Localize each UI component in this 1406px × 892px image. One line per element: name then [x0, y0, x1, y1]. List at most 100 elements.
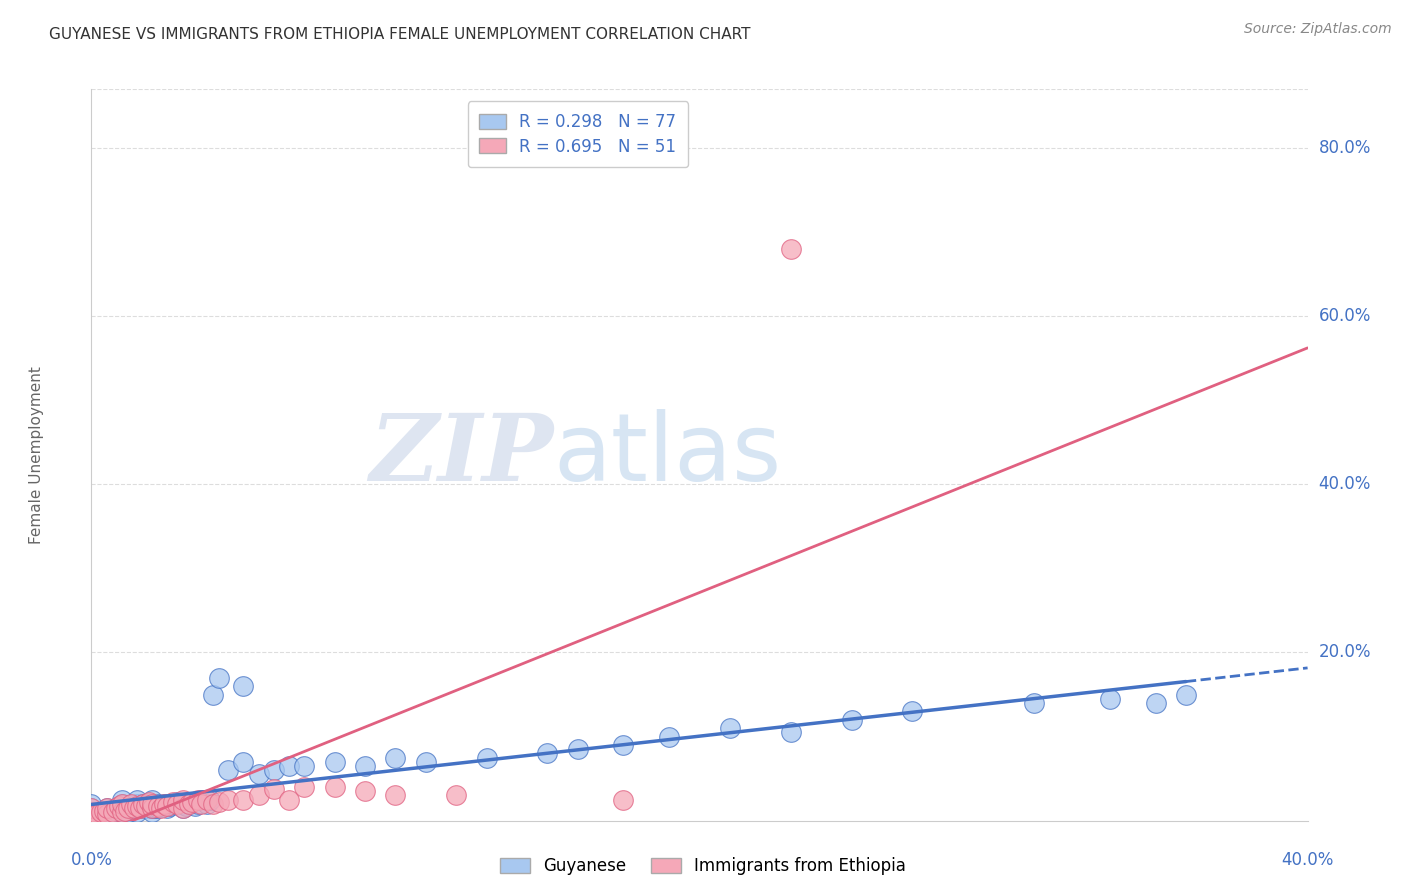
Point: [111, 797, 134, 811]
Point: [841, 713, 863, 727]
Point: [141, 805, 163, 820]
Point: [122, 801, 145, 815]
Point: [125, 805, 148, 820]
Point: [101, 805, 124, 820]
Point: [114, 804, 136, 818]
Point: [354, 759, 377, 773]
Point: [141, 797, 163, 811]
Point: [217, 792, 239, 806]
Point: [612, 738, 634, 752]
Point: [135, 798, 157, 813]
Point: [125, 792, 148, 806]
Point: [612, 792, 634, 806]
Point: [150, 798, 173, 813]
Point: [101, 805, 124, 820]
Point: [172, 797, 194, 811]
Point: [80, 805, 103, 820]
Point: [80, 805, 103, 820]
Text: 40.0%: 40.0%: [1281, 851, 1334, 869]
Point: [153, 797, 176, 811]
Point: [141, 792, 163, 806]
Point: [80, 797, 103, 811]
Point: [80, 806, 103, 821]
Point: [125, 801, 148, 815]
Point: [323, 780, 346, 794]
Point: [153, 797, 176, 811]
Point: [141, 798, 163, 813]
Point: [567, 742, 589, 756]
Text: atlas: atlas: [554, 409, 782, 501]
Point: [1098, 691, 1121, 706]
Point: [107, 798, 129, 813]
Point: [232, 755, 254, 769]
Point: [96, 806, 118, 821]
Point: [174, 798, 197, 813]
Point: [80, 804, 103, 818]
Point: [180, 795, 202, 809]
Text: 60.0%: 60.0%: [1319, 307, 1371, 326]
Point: [166, 797, 188, 811]
Point: [292, 759, 315, 773]
Point: [172, 801, 194, 815]
Point: [180, 795, 202, 809]
Point: [111, 792, 134, 806]
Point: [156, 798, 179, 813]
Point: [1022, 696, 1045, 710]
Point: [232, 792, 254, 806]
Point: [80, 801, 103, 815]
Text: ZIP: ZIP: [370, 410, 554, 500]
Point: [138, 795, 160, 809]
Point: [217, 763, 239, 777]
Text: 0.0%: 0.0%: [70, 851, 112, 869]
Point: [93, 804, 115, 818]
Text: 40.0%: 40.0%: [1319, 475, 1371, 493]
Point: [111, 805, 134, 820]
Legend: Guyanese, Immigrants from Ethiopia: Guyanese, Immigrants from Ethiopia: [491, 849, 915, 884]
Point: [292, 780, 315, 794]
Point: [354, 784, 377, 798]
Legend: R = 0.298   N = 77, R = 0.695   N = 51: R = 0.298 N = 77, R = 0.695 N = 51: [468, 101, 688, 167]
Point: [141, 801, 163, 815]
Point: [135, 801, 157, 815]
Point: [104, 804, 127, 818]
Point: [195, 792, 218, 806]
Point: [247, 767, 270, 781]
Point: [156, 797, 179, 811]
Point: [172, 792, 194, 806]
Point: [125, 797, 148, 811]
Point: [117, 801, 139, 815]
Point: [120, 801, 142, 815]
Point: [80, 806, 103, 821]
Point: [444, 789, 467, 803]
Point: [187, 797, 209, 811]
Point: [195, 797, 218, 811]
Point: [111, 805, 134, 820]
Point: [177, 797, 200, 811]
Text: Source: ZipAtlas.com: Source: ZipAtlas.com: [1244, 22, 1392, 37]
Point: [148, 797, 170, 811]
Point: [263, 763, 285, 777]
Point: [162, 795, 184, 809]
Point: [384, 750, 406, 764]
Text: 20.0%: 20.0%: [1319, 643, 1371, 662]
Point: [156, 801, 179, 815]
Point: [96, 801, 118, 815]
Point: [1144, 696, 1167, 710]
Point: [141, 801, 163, 815]
Point: [159, 798, 181, 813]
Point: [415, 755, 437, 769]
Point: [150, 801, 173, 815]
Point: [779, 242, 801, 256]
Point: [278, 792, 301, 806]
Point: [89, 805, 111, 820]
Point: [658, 730, 681, 744]
Point: [135, 797, 157, 811]
Point: [80, 801, 103, 815]
Point: [190, 797, 212, 811]
Point: [111, 801, 134, 815]
Point: [96, 806, 118, 821]
Point: [86, 806, 108, 821]
Point: [184, 798, 207, 813]
Point: [162, 797, 184, 811]
Point: [536, 747, 558, 761]
